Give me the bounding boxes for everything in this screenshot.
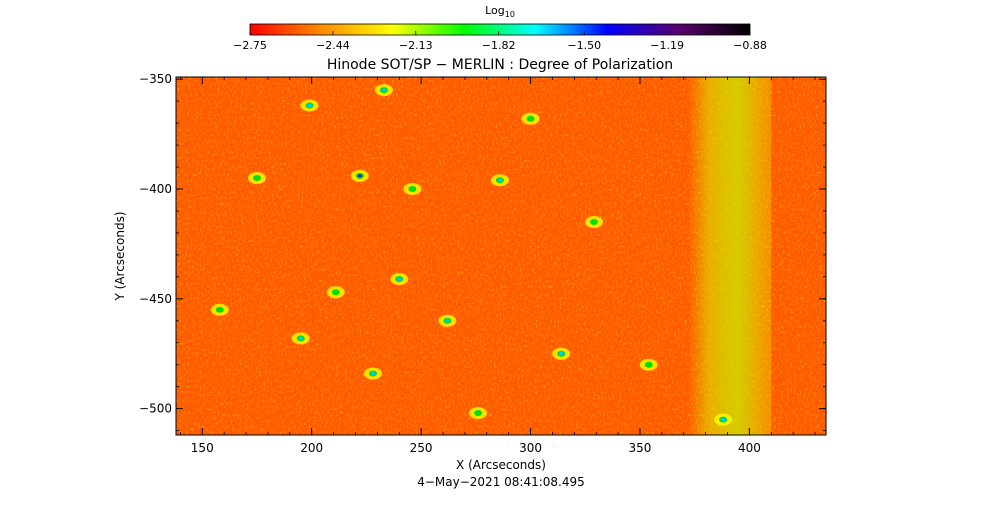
polarization-feature [363,367,382,380]
colorbar-gradient [249,23,751,36]
heatmap-features [210,84,733,426]
plage-band [688,77,772,435]
colorbar-tick-label: −1.19 [650,39,684,52]
polarization-feature [374,84,393,97]
polarization-feature [585,215,604,228]
polarization-feature [469,407,488,420]
colorbar-tick-label: −2.44 [316,39,350,52]
polarization-feature [521,112,540,125]
polarization-feature [552,347,571,360]
x-tick-label: 350 [629,441,652,455]
polarization-feature [714,413,733,426]
y-tick-label: −500 [139,402,172,416]
colorbar-label: Log10 [485,4,515,19]
x-tick-label: 150 [191,441,214,455]
colorbar-tick-label: −1.50 [567,39,601,52]
polarization-feature [390,273,409,286]
x-tick-label: 250 [410,441,433,455]
polarization-feature [438,314,457,327]
chart-title: Hinode SOT/SP − MERLIN : Degree of Polar… [327,57,673,73]
polarization-feature [639,358,658,371]
polarization-feature [247,172,266,185]
y-axis-label: Y (Arcseconds) [113,211,127,301]
x-axis-ticks: 150 200 250 300 350 400 [179,77,816,455]
x-tick-label: 300 [519,441,542,455]
colorbar-tick-label: −2.13 [399,39,433,52]
timestamp: 4−May−2021 08:41:08.495 [417,475,585,489]
polarization-feature [326,286,345,299]
colorbar-tick-label: −1.82 [482,39,516,52]
colorbar-tick-label: −2.75 [233,39,267,52]
polarization-feature [350,169,369,182]
colorbar-ticks: −2.75 −2.44 −2.13 −1.82 −1.50 −1.19 −0.88 [233,31,767,52]
polarization-feature [490,174,509,187]
polarization-feature [300,99,319,112]
y-tick-label: −400 [139,182,172,196]
x-tick-label: 400 [738,441,761,455]
plot-frame [175,76,827,436]
polarization-feature [210,303,229,316]
y-axis-ticks: −350 −400 −450 −500 [139,72,826,432]
x-tick-label: 200 [300,441,323,455]
colorbar: Log10 −2.75 −2.44 −2.13 −1.82 −1.50 −1.19 −0.8… [233,4,767,52]
polarization-feature [403,183,422,196]
x-axis-label: X (Arcseconds) [456,458,546,472]
colorbar-tick-label: −0.88 [733,39,767,52]
y-tick-label: −350 [139,72,172,86]
y-tick-label: −450 [139,292,172,306]
plot-area: 150 200 250 300 350 400 −350 −400 −450 −500 [139,72,827,455]
polarization-feature [291,332,310,345]
